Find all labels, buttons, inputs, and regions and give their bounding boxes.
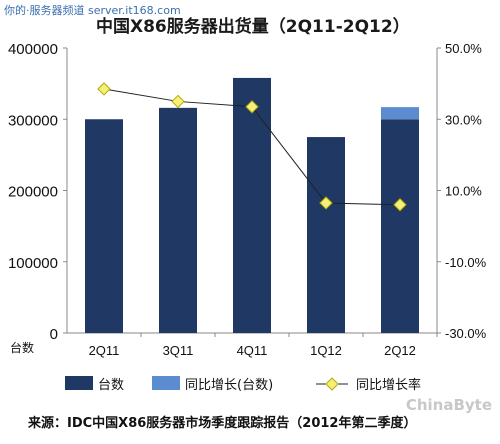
y-tick-label: 400000 [8,41,58,58]
x-tick-label: 1Q12 [310,343,342,358]
legend-swatch-yoy-units [152,376,180,390]
x-tick-label: 3Q11 [163,343,194,358]
y-tick-label: 0 [50,326,58,343]
source-note: 来源：IDC中国X86服务器市场季度跟踪报告（2012年第二季度） [28,416,417,431]
y-tick-label: 100000 [8,255,58,272]
y-tick-label: 300000 [8,112,58,129]
legend-marker-yoy-rate [325,377,339,391]
yoy-rate-point [97,82,111,96]
bar-4q11 [233,77,271,333]
x-tick-label: 2Q12 [384,343,416,358]
chart-title: 中国X86服务器出货量（2Q11-2Q12） [96,17,410,37]
legend-label-yoy-units: 同比增长(台数) [185,378,273,393]
bar-3q11 [159,107,197,333]
site-watermark: 你的·服务器频道 server.it168.com [4,4,181,17]
y2-tick-label: -30.0% [445,326,487,341]
bar-2q12 [381,119,419,333]
yoy-rate-point [319,196,333,210]
chart: 400000 300000 200000 100000 0 50.0% 30.0% 10.0%… [8,41,487,393]
legend-label-yoy-rate: 同比增长率 [356,377,421,393]
legend-swatch-units [65,376,93,390]
chinabyte-watermark: ChinaByte [405,396,492,414]
x-tick-label: 4Q11 [237,343,268,358]
x-tick-label: 2Q11 [89,343,120,358]
bar-1q12 [307,137,345,333]
bar-2q11 [85,119,123,333]
y2-tick-label: -10.0% [445,255,487,270]
yoy-rate-point [171,94,185,109]
y2-tick-label: 30.0% [445,112,482,127]
yoy-rate-point [393,198,407,212]
y-tick-label: 200000 [8,184,58,201]
y2-tick-label: 10.0% [445,184,482,199]
yoy-rate-point [245,100,259,114]
y2-tick-label: 50.0% [445,41,482,56]
y-axis-label: 台数 [10,340,34,355]
bar-yoy-2q12 [381,107,419,120]
legend-label-units: 台数 [98,378,124,393]
